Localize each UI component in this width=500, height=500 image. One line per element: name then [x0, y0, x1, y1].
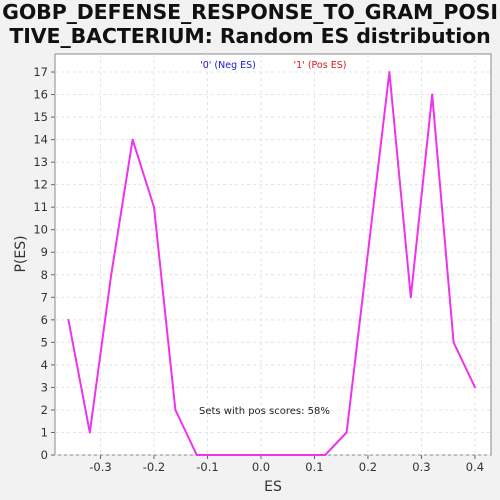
data-point [302, 454, 305, 456]
y-tick-label: 11 [33, 200, 48, 214]
y-tick-label: 14 [33, 133, 48, 147]
y-tick-label: 6 [41, 313, 48, 327]
data-point [452, 341, 455, 344]
data-point [345, 431, 348, 434]
y-tick-label: 3 [41, 380, 48, 394]
annotation-text: Sets with pos scores: 58% [199, 406, 330, 417]
x-axis-label: ES [264, 479, 282, 495]
legend-entry-neg: '0' (Neg ES) [200, 60, 256, 71]
y-tick-label: 0 [41, 448, 48, 462]
data-point [238, 454, 241, 456]
x-tick-label: 0.3 [412, 460, 430, 474]
data-point [259, 454, 262, 456]
x-tick-label: 0.4 [466, 460, 484, 474]
y-tick-label: 13 [33, 155, 48, 169]
data-point [431, 93, 434, 96]
data-point [473, 386, 476, 389]
chart-title: GOBP_DEFENSE_RESPONSE_TO_GRAM_POSI TIVE_… [2, 0, 498, 48]
data-point [388, 71, 391, 74]
data-point [409, 296, 412, 299]
y-tick-label: 17 [33, 65, 48, 79]
legend-entry-pos: '1' (Pos ES) [294, 60, 347, 71]
y-tick-label: 12 [33, 178, 48, 192]
data-point [324, 454, 327, 456]
data-point [152, 206, 155, 209]
y-tick-label: 10 [33, 223, 48, 237]
y-tick-label: 4 [41, 358, 48, 372]
series-layer [67, 71, 476, 456]
data-point [88, 431, 91, 434]
y-tick-label: 2 [41, 403, 48, 417]
grid [55, 54, 491, 456]
x-tick-label: 0.0 [252, 460, 270, 474]
data-point [174, 408, 177, 411]
y-tick-label: 7 [41, 290, 48, 304]
y-tick-label: 8 [41, 268, 48, 282]
y-tick-label: 1 [41, 425, 48, 439]
y-axis-label: P(ES) [13, 235, 29, 272]
data-point [131, 138, 134, 141]
y-tick-label: 5 [41, 335, 48, 349]
y-tick-label: 16 [33, 88, 48, 102]
x-tick-label: 0.1 [305, 460, 323, 474]
data-point [110, 273, 113, 276]
data-point [217, 454, 220, 456]
series-line [67, 71, 476, 456]
x-tick-label: 0.2 [359, 460, 377, 474]
data-point [67, 318, 70, 321]
plot-background [54, 53, 492, 456]
y-tick-label: 15 [33, 110, 48, 124]
y-tick-label: 9 [41, 245, 48, 259]
x-tick-label: -0.2 [143, 460, 165, 474]
x-tick-label: -0.1 [196, 460, 218, 474]
data-point [366, 251, 369, 254]
data-point [281, 454, 284, 456]
x-tick-label: -0.3 [89, 460, 111, 474]
data-point [195, 454, 198, 456]
